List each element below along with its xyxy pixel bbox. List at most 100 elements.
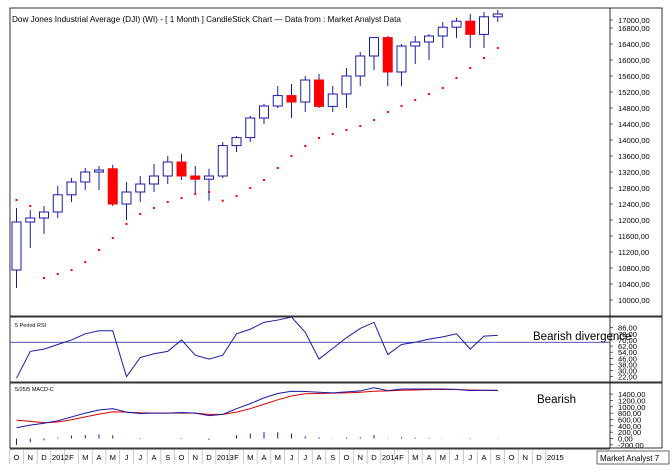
candle-up	[149, 175, 159, 185]
x-tick-label: M	[275, 453, 281, 462]
price-tick-label: 12400,00	[618, 200, 650, 209]
sar-dot	[359, 125, 362, 127]
candle-up	[80, 171, 91, 183]
x-tick-label: N	[193, 453, 198, 462]
sar-dot	[15, 199, 18, 201]
sar-dot	[43, 277, 45, 279]
x-tick-label: M	[412, 453, 418, 462]
macd-tick-label: 1400,00	[618, 390, 645, 399]
price-tick-label: 16800,00	[618, 24, 650, 33]
sar-dot	[125, 223, 128, 225]
candle-up	[396, 45, 407, 73]
x-tick-label: D	[206, 453, 212, 462]
price-tick-label: 10400,00	[618, 280, 650, 289]
sar-dot	[249, 187, 252, 189]
x-tick-label: A	[151, 453, 157, 462]
x-tick-label: F	[399, 453, 404, 462]
x-tick-label: O	[14, 453, 20, 462]
x-tick-label: S	[495, 453, 500, 462]
time-axis: O N D 2012 F M A M J J A S O N D 2013 F M A M J J A S O N D 2014 F M A…	[9, 448, 610, 464]
candle-up	[245, 117, 256, 139]
candle-up	[492, 13, 503, 18]
macd-tick-label: -200,00	[618, 441, 644, 450]
macd-tick-label: 0,00	[618, 434, 633, 443]
sar-dot	[139, 213, 142, 215]
x-tick-label: J	[468, 453, 472, 462]
rsi-tick-label: 78,00	[618, 330, 637, 339]
x-tick-label: D	[371, 453, 377, 462]
sar-dot	[153, 207, 155, 209]
x-tick-label: N	[523, 453, 528, 462]
candle-up	[300, 79, 311, 103]
x-tick-label: M	[82, 453, 88, 462]
sar-dot	[414, 99, 417, 101]
macd-tick-label: 1200,00	[618, 396, 645, 405]
macd-line	[16, 387, 498, 429]
sar-dot	[194, 193, 197, 195]
rsi-tick-label: 70,00	[618, 336, 637, 345]
x-tick-label: D	[41, 453, 47, 462]
candle-up	[437, 26, 448, 37]
brand-box	[596, 450, 670, 465]
macd-tick-label: 1000,00	[618, 403, 645, 412]
x-tick-label: J	[138, 453, 142, 462]
sar-dot	[455, 77, 458, 79]
candle-up	[39, 211, 49, 219]
candle-up	[204, 175, 214, 180]
macd-tick-label: 600,00	[618, 415, 641, 424]
rsi-tick-label: 46,00	[618, 354, 637, 363]
rsi-panel[interactable]: 22,0030,0038,0046,0054,0062,0070,0078,00…	[9, 316, 663, 383]
x-tick-label: O	[344, 453, 350, 462]
x-tick-label: M	[440, 453, 446, 462]
x-tick-label: F	[234, 453, 239, 462]
price-tick-label: 14000,00	[618, 136, 650, 145]
sar-dot	[345, 129, 348, 131]
candle-up	[217, 145, 228, 177]
x-tick-label: S	[165, 453, 170, 462]
candle-up	[327, 93, 338, 107]
candle-down	[107, 168, 118, 205]
sar-dot	[84, 261, 87, 263]
sar-dot	[56, 273, 59, 275]
candle-up	[410, 41, 421, 47]
rsi-tick-label: 38,00	[618, 360, 637, 369]
signal-line	[16, 388, 498, 424]
candle-down	[382, 37, 393, 73]
price-tick-label: 10000,00	[618, 296, 650, 305]
x-tick-label: O	[179, 453, 185, 462]
rsi-panel-label: 5 Period RSI	[15, 323, 47, 329]
candle-up	[94, 169, 104, 173]
price-tick-label: 15600,00	[618, 72, 650, 81]
candle-up	[259, 105, 269, 119]
price-panel[interactable]: 10000,00 10400,00 10800,00 11200,00 11600,00…	[9, 7, 663, 317]
candle-down	[286, 95, 297, 103]
price-tick-label: 16000,00	[618, 56, 650, 65]
price-tick-label: 13600,00	[618, 152, 650, 161]
x-tick-label: F	[69, 453, 74, 462]
rsi-tick-label: 62,00	[618, 342, 637, 351]
candle-up	[121, 191, 132, 205]
price-tick-label: 13200,00	[618, 168, 650, 177]
x-tick-label: S	[330, 453, 335, 462]
x-tick-label: N	[358, 453, 363, 462]
sar-dot	[331, 133, 334, 135]
x-tick-label: M	[247, 453, 253, 462]
price-tick-label: 16400,00	[618, 40, 650, 49]
sar-dot	[318, 137, 320, 139]
rsi-tick-label: 22,00	[618, 373, 637, 382]
sar-dot	[373, 119, 375, 121]
sar-dot	[98, 249, 100, 251]
macd-tick-label: 400,00	[618, 422, 641, 431]
price-tick-label: 10800,00	[618, 264, 650, 273]
candle-up	[135, 183, 146, 193]
price-tick-label: 14400,00	[618, 120, 650, 129]
candle-up	[272, 95, 283, 107]
x-tick-label: 2015	[547, 453, 564, 462]
rsi-tick-label: 30,00	[618, 367, 637, 376]
candle-down	[176, 161, 187, 177]
price-tick-label: 12000,00	[618, 216, 650, 225]
macd-panel[interactable]: -200,000,00200,00400,00600,00800,001000,…	[9, 382, 663, 450]
candle-up	[451, 20, 462, 28]
rsi-frame	[9, 316, 663, 383]
